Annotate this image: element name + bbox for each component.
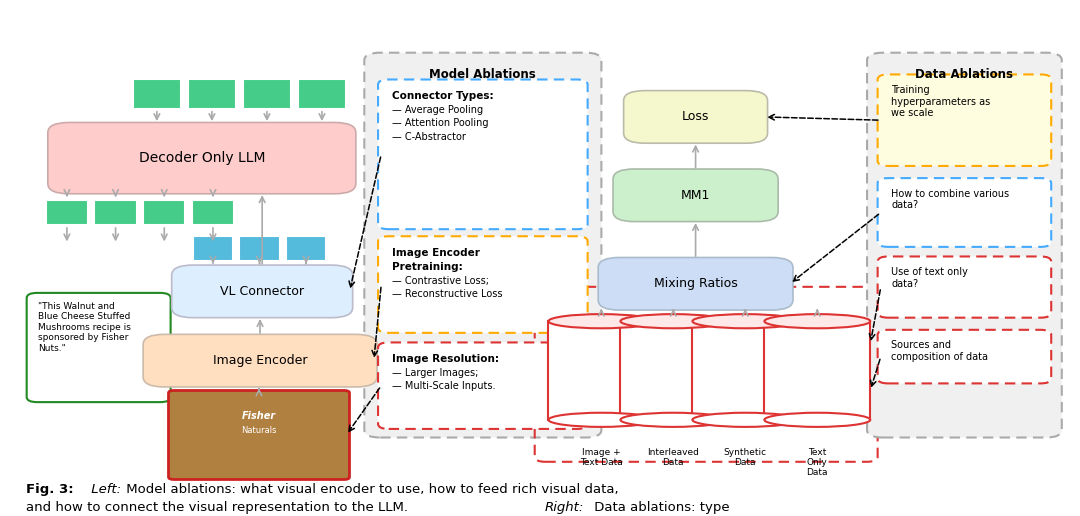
FancyBboxPatch shape	[298, 79, 347, 109]
FancyBboxPatch shape	[94, 200, 137, 225]
Text: Fig. 3:: Fig. 3:	[26, 483, 73, 496]
Text: — Contrastive Loss;: — Contrastive Loss;	[392, 276, 489, 286]
FancyBboxPatch shape	[168, 391, 350, 479]
FancyBboxPatch shape	[623, 91, 768, 143]
Text: Right:: Right:	[544, 501, 583, 514]
FancyBboxPatch shape	[613, 169, 778, 221]
FancyBboxPatch shape	[364, 53, 602, 438]
Text: — Attention Pooling: — Attention Pooling	[392, 119, 488, 128]
Text: Use of text only
data?: Use of text only data?	[891, 267, 969, 289]
FancyBboxPatch shape	[192, 200, 234, 225]
Text: — C-Abstractor: — C-Abstractor	[392, 132, 465, 141]
FancyBboxPatch shape	[144, 200, 186, 225]
Text: Pretraining:: Pretraining:	[392, 262, 462, 272]
FancyBboxPatch shape	[27, 293, 171, 402]
Text: "This Walnut and
Blue Cheese Stuffed
Mushrooms recipe is
sponsored by Fisher
Nut: "This Walnut and Blue Cheese Stuffed Mus…	[38, 302, 131, 352]
Polygon shape	[692, 321, 798, 420]
Text: Connector Types:: Connector Types:	[392, 91, 494, 101]
Text: Data Ablations: Data Ablations	[916, 69, 1013, 82]
FancyBboxPatch shape	[193, 236, 233, 261]
Text: Model ablations: what visual encoder to use, how to feed rich visual data,: Model ablations: what visual encoder to …	[122, 483, 619, 496]
FancyBboxPatch shape	[243, 79, 292, 109]
Text: — Multi-Scale Inputs.: — Multi-Scale Inputs.	[392, 381, 496, 391]
FancyBboxPatch shape	[48, 122, 355, 194]
Text: VL Connector: VL Connector	[220, 285, 305, 298]
Text: MM1: MM1	[680, 189, 711, 202]
Text: How to combine various
data?: How to combine various data?	[891, 189, 1010, 211]
Text: Image +
Text Data: Image + Text Data	[580, 447, 623, 467]
FancyBboxPatch shape	[45, 200, 89, 225]
Polygon shape	[765, 321, 870, 420]
Text: Image Encoder: Image Encoder	[392, 248, 480, 258]
Text: Text
Only
Data: Text Only Data	[807, 447, 828, 477]
Polygon shape	[620, 321, 726, 420]
Text: Interleaved
Data: Interleaved Data	[647, 447, 699, 467]
FancyBboxPatch shape	[133, 79, 181, 109]
Text: Model Ablations: Model Ablations	[430, 69, 537, 82]
Polygon shape	[549, 321, 654, 420]
Text: — Larger Images;: — Larger Images;	[392, 368, 478, 378]
Text: Mixing Ratios: Mixing Ratios	[653, 277, 738, 291]
Ellipse shape	[692, 314, 798, 328]
Text: Naturals: Naturals	[241, 426, 276, 435]
Text: Fisher: Fisher	[242, 411, 276, 421]
FancyBboxPatch shape	[867, 53, 1062, 438]
Ellipse shape	[765, 314, 870, 328]
FancyBboxPatch shape	[240, 236, 280, 261]
Text: Training
hyperparameters as
we scale: Training hyperparameters as we scale	[891, 85, 990, 118]
FancyBboxPatch shape	[378, 343, 588, 429]
Text: and how to connect the visual representation to the LLM.: and how to connect the visual representa…	[26, 501, 411, 514]
Ellipse shape	[765, 413, 870, 427]
FancyBboxPatch shape	[878, 330, 1051, 383]
Ellipse shape	[692, 413, 798, 427]
Ellipse shape	[549, 413, 654, 427]
Ellipse shape	[620, 413, 726, 427]
FancyBboxPatch shape	[172, 265, 353, 318]
FancyBboxPatch shape	[378, 79, 588, 229]
FancyBboxPatch shape	[878, 256, 1051, 318]
FancyBboxPatch shape	[188, 79, 237, 109]
Text: Sources and
composition of data: Sources and composition of data	[891, 341, 988, 362]
FancyBboxPatch shape	[878, 74, 1051, 166]
Text: Image Encoder: Image Encoder	[213, 354, 308, 367]
Text: Left:: Left:	[87, 483, 121, 496]
FancyBboxPatch shape	[378, 236, 588, 333]
Text: — Reconstructive Loss: — Reconstructive Loss	[392, 289, 502, 299]
Text: Synthetic
Data: Synthetic Data	[724, 447, 767, 467]
Text: Image Resolution:: Image Resolution:	[392, 354, 499, 364]
Ellipse shape	[620, 314, 726, 328]
Text: Data ablations: type: Data ablations: type	[590, 501, 729, 514]
FancyBboxPatch shape	[878, 178, 1051, 247]
FancyBboxPatch shape	[286, 236, 326, 261]
Text: Decoder Only LLM: Decoder Only LLM	[138, 151, 265, 165]
FancyBboxPatch shape	[144, 334, 377, 387]
Text: Loss: Loss	[681, 110, 710, 123]
Text: — Average Pooling: — Average Pooling	[392, 105, 483, 115]
FancyBboxPatch shape	[598, 257, 793, 310]
Ellipse shape	[549, 314, 654, 328]
